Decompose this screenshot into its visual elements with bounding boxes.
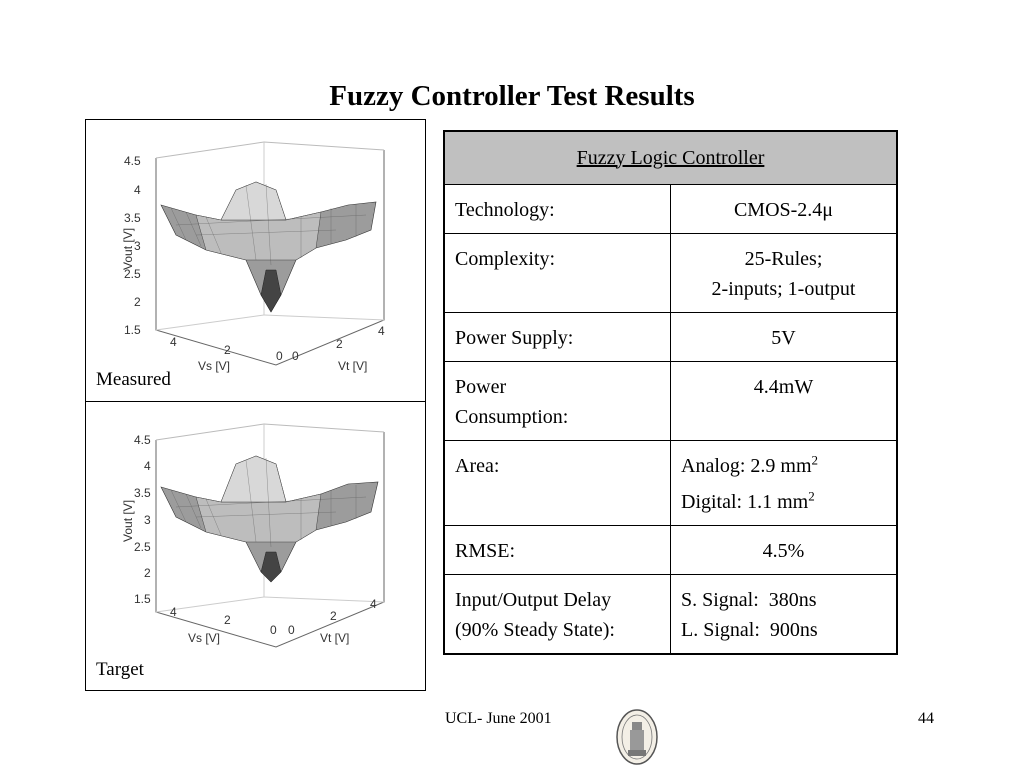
z-tick-label: 3 (134, 239, 141, 253)
measured-surface (160, 181, 377, 313)
target-surface-plot: 4.5 4 3.5 3 2.5 2 1.5 Vout [V] 4 2 0 Vs … (121, 423, 385, 648)
table-header-row: Fuzzy Logic Controller (444, 131, 897, 185)
label-line: Input/Output Delay (455, 589, 612, 611)
row-value: S. Signal: 380ns L. Signal: 900ns (670, 574, 898, 655)
row-value: 4.5% (670, 525, 898, 575)
table-header: Fuzzy Logic Controller (444, 131, 897, 185)
value-line: 25-Rules; (744, 248, 823, 270)
row-value: 5V (670, 312, 898, 362)
label-line: Power (455, 376, 507, 398)
value-line: Digital: 1.1 mm2 (681, 488, 815, 513)
target-surface (160, 455, 379, 583)
x-tick-label: 4 (170, 605, 177, 619)
row-value: CMOS-2.4μ (670, 184, 898, 234)
x-tick-label: 4 (170, 335, 177, 349)
measured-z-tick-labels: 4.5 4 3.5 3 2.5 2 1.5 (124, 154, 141, 337)
y-tick-label: 2 (330, 609, 337, 623)
y-tick-label: 2 (336, 337, 343, 351)
z-tick-label: 4 (134, 183, 141, 197)
row-value: 4.4mW (670, 361, 898, 441)
target-caption: Target (96, 659, 144, 680)
value-line: S. Signal: 380ns (681, 589, 817, 611)
row-label: Technology: (443, 184, 671, 234)
row-label: Input/Output Delay (90% Steady State): (443, 574, 671, 655)
x-tick-label: 0 (270, 623, 277, 637)
z-tick-label: 2 (144, 566, 151, 580)
measured-xlabel: Vs [V] (198, 359, 230, 373)
measured-surface-plot: 4.5 4 3.5 3 2.5 2 1.5 Vout [V] 4 2 0 Vs … (121, 141, 385, 373)
target-zlabel: Vout [V] (121, 500, 135, 542)
z-tick-label: 3 (144, 513, 151, 527)
z-tick-label: 2.5 (124, 267, 141, 281)
table-row: Power Supply: 5V (443, 312, 898, 362)
row-label: Power Consumption: (443, 361, 671, 441)
z-tick-label: 2 (134, 295, 141, 309)
row-label: Area: (443, 440, 671, 526)
row-label: Power Supply: (443, 312, 671, 362)
target-axes-frame (155, 423, 385, 648)
target-ylabel: Vt [V] (320, 631, 349, 645)
table-row: RMSE: 4.5% (443, 525, 898, 575)
y-tick-label: 0 (288, 623, 295, 637)
z-tick-label: 3.5 (124, 211, 141, 225)
y-tick-label: 4 (370, 597, 377, 611)
label-line: (90% Steady State): (455, 619, 615, 641)
z-tick-label: 4 (144, 459, 151, 473)
z-tick-label: 1.5 (124, 323, 141, 337)
y-tick-label: 4 (378, 324, 385, 338)
table-row: Area: Analog: 2.9 mm2 Digital: 1.1 mm2 (443, 440, 898, 526)
measured-zlabel: Vout [V] (121, 228, 135, 270)
row-value: Analog: 2.9 mm2 Digital: 1.1 mm2 (670, 440, 898, 526)
slide-title: Fuzzy Controller Test Results (329, 80, 695, 112)
measured-ylabel: Vt [V] (338, 359, 367, 373)
measured-caption: Measured (96, 369, 171, 390)
table-row: Technology: CMOS-2.4μ (443, 184, 898, 234)
value-line: Analog: 2.9 mm2 (681, 452, 819, 477)
footer-text: UCL- June 2001 (445, 710, 552, 727)
value-line: 2-inputs; 1-output (711, 278, 856, 300)
table-row: Input/Output Delay (90% Steady State): S… (443, 574, 898, 655)
target-z-tick-labels: 4.5 4 3.5 3 2.5 2 1.5 (134, 433, 151, 606)
y-tick-label: 0 (292, 349, 299, 363)
target-plot-panel: 4.5 4 3.5 3 2.5 2 1.5 Vout [V] 4 2 0 Vs … (85, 401, 426, 691)
z-tick-label: 4.5 (134, 433, 151, 447)
university-seal-icon (616, 709, 658, 765)
z-tick-label: 4.5 (124, 154, 141, 168)
x-tick-label: 2 (224, 613, 231, 627)
page-number: 44 (918, 710, 934, 727)
spec-table: Fuzzy Logic Controller Technology: CMOS-… (443, 130, 898, 655)
table-row: Complexity: 25-Rules; 2-inputs; 1-output (443, 233, 898, 313)
row-label: RMSE: (443, 525, 671, 575)
label-line: Consumption: (455, 406, 569, 428)
x-tick-label: 2 (224, 343, 231, 357)
target-xlabel: Vs [V] (188, 631, 220, 645)
x-tick-label: 0 (276, 349, 283, 363)
row-value: 25-Rules; 2-inputs; 1-output (670, 233, 898, 313)
z-tick-label: 1.5 (134, 592, 151, 606)
row-label: Complexity: (443, 233, 671, 313)
value-line: L. Signal: 900ns (681, 619, 818, 641)
z-tick-label: 3.5 (134, 486, 151, 500)
measured-plot-panel: 4.5 4 3.5 3 2.5 2 1.5 Vout [V] 4 2 0 Vs … (85, 119, 426, 402)
table-row: Power Consumption: 4.4mW (443, 361, 898, 441)
z-tick-label: 2.5 (134, 540, 151, 554)
